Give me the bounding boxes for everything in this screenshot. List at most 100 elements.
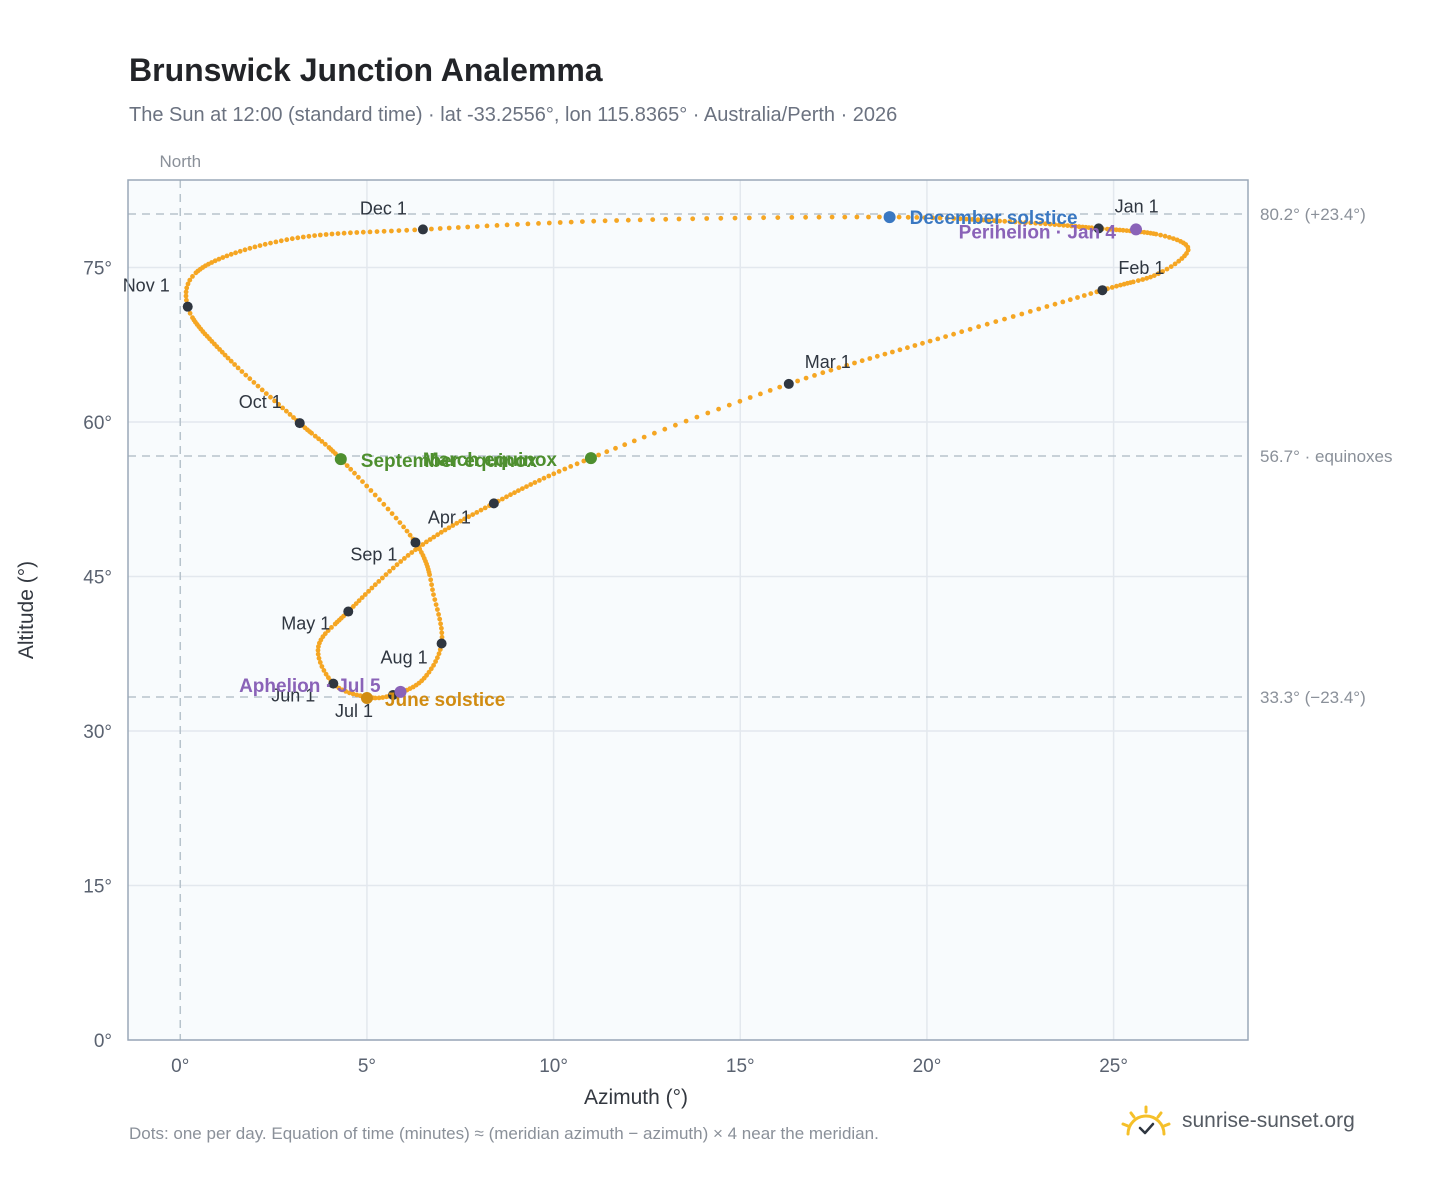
day-dot <box>404 528 410 534</box>
day-dot <box>458 518 463 524</box>
day-dot <box>694 414 700 420</box>
day-dot <box>276 402 281 407</box>
day-dot <box>1168 264 1174 269</box>
month-marker <box>182 301 193 312</box>
month-marker <box>410 537 421 548</box>
day-dot <box>1144 275 1150 281</box>
day-dot <box>190 315 195 321</box>
day-dot <box>325 628 331 633</box>
day-dot <box>551 471 557 477</box>
day-dot <box>237 248 243 254</box>
day-dot <box>859 358 865 364</box>
day-dot <box>1160 269 1166 274</box>
day-dot <box>228 251 234 257</box>
month-marker <box>343 606 354 617</box>
day-dot <box>428 577 434 583</box>
event-label: Perihelion · Jan 4 <box>959 222 1117 243</box>
month-marker <box>1093 223 1104 234</box>
day-dot <box>890 349 895 355</box>
day-dot <box>348 230 353 236</box>
day-dot <box>372 582 378 588</box>
day-dot <box>432 597 438 602</box>
day-dot <box>273 239 279 245</box>
y-tick-label: 60° <box>83 413 112 434</box>
day-dot <box>435 655 440 661</box>
day-dot <box>524 484 529 489</box>
day-dot <box>803 375 809 381</box>
day-dot <box>976 324 981 330</box>
brand[interactable]: sunrise-sunset.org <box>1120 1104 1355 1138</box>
day-dot <box>280 405 285 411</box>
day-dot <box>504 494 509 500</box>
day-dot <box>465 224 471 230</box>
day-dot <box>866 214 871 220</box>
month-marker <box>783 378 794 389</box>
day-dot <box>360 479 365 484</box>
day-dot <box>854 214 860 220</box>
day-dot <box>1120 227 1126 233</box>
y-tick-label: 45° <box>83 568 112 589</box>
day-dot <box>385 506 391 512</box>
day-dot <box>183 293 189 299</box>
day-dot <box>438 621 443 627</box>
day-dot <box>438 529 444 535</box>
day-dot <box>997 218 1002 224</box>
day-dot <box>381 501 387 507</box>
day-dot <box>964 216 969 222</box>
day-dot <box>716 406 721 412</box>
day-dot <box>568 219 574 225</box>
day-dot <box>389 228 394 234</box>
day-dot <box>462 516 467 522</box>
day-dot <box>446 525 452 531</box>
y-tick-label: 30° <box>83 722 112 743</box>
day-dot <box>228 358 234 364</box>
day-dot <box>429 582 434 588</box>
day-dot <box>1052 301 1058 307</box>
day-dot <box>1012 219 1018 225</box>
day-dot <box>516 488 521 493</box>
reference-line-label: 56.7° · equinoxes <box>1260 447 1393 466</box>
month-marker <box>328 678 339 689</box>
day-dot <box>354 230 360 235</box>
event-label: December solstice <box>910 208 1078 229</box>
day-dot <box>356 474 361 480</box>
day-dot <box>905 345 910 351</box>
day-dot <box>439 634 445 640</box>
day-dot <box>187 277 193 283</box>
day-dot <box>433 659 438 664</box>
day-dot <box>663 216 669 222</box>
chart-subtitle: The Sun at 12:00 (standard time) · lat -… <box>129 104 898 126</box>
day-dot <box>546 220 552 226</box>
day-dot <box>1113 227 1119 233</box>
event-label: Aphelion · Jul 5 <box>239 676 381 697</box>
day-dot <box>380 575 385 581</box>
day-dot <box>442 527 448 533</box>
day-dot <box>398 559 404 564</box>
reference-lines <box>128 180 1248 1040</box>
day-dot <box>596 452 601 458</box>
day-dot <box>368 488 374 493</box>
day-dot <box>482 505 488 511</box>
day-dot <box>319 439 325 444</box>
day-dot <box>243 372 249 378</box>
day-dot <box>383 572 389 577</box>
day-dot <box>380 695 386 700</box>
day-dot <box>362 592 368 597</box>
day-dot <box>1007 219 1013 225</box>
day-dot <box>478 507 484 513</box>
day-dot <box>508 492 513 498</box>
day-dot <box>427 537 433 542</box>
day-dot <box>335 231 341 237</box>
day-dot <box>323 232 329 237</box>
month-marker <box>436 638 447 649</box>
day-dot <box>1019 311 1025 317</box>
day-dot <box>433 602 439 607</box>
brand-text[interactable]: sunrise-sunset.org <box>1182 1109 1355 1132</box>
day-dot <box>216 256 222 262</box>
day-dot <box>247 245 253 251</box>
day-dot <box>927 338 933 344</box>
y-tick-label: 0° <box>94 1031 112 1052</box>
x-tick-label: 10° <box>539 1056 568 1077</box>
day-dot <box>546 473 552 479</box>
day-dot <box>1176 258 1182 264</box>
